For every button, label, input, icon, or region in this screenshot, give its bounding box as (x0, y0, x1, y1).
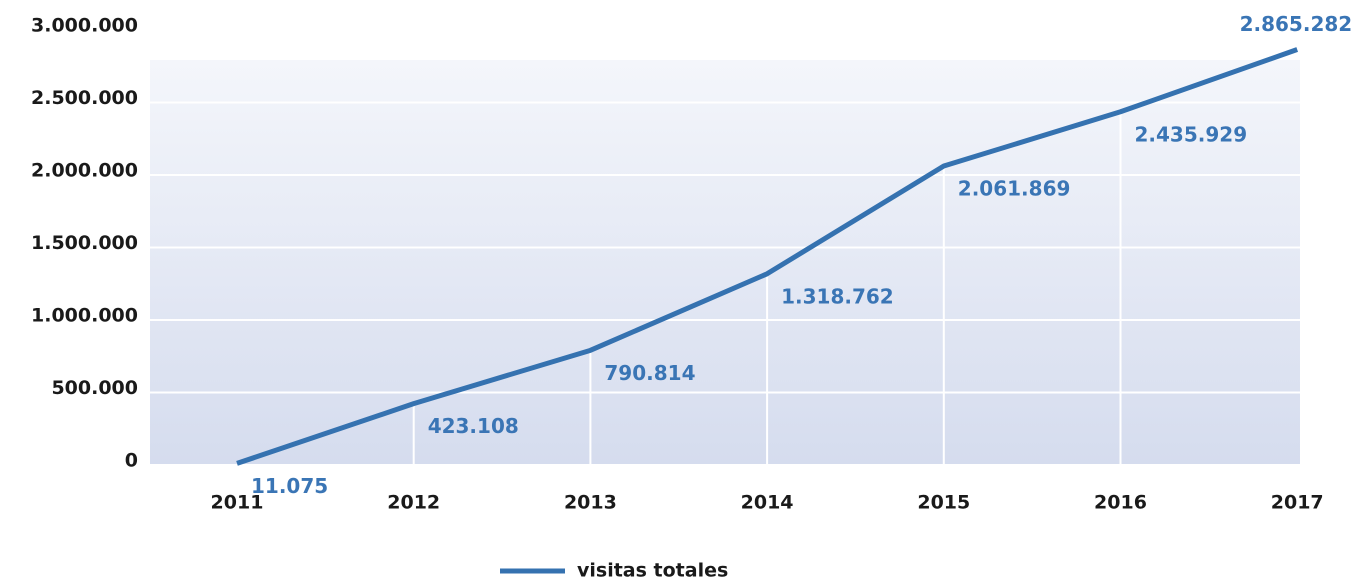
x-tick-label: 2012 (387, 492, 440, 514)
data-label: 1.318.762 (781, 284, 894, 308)
data-label: 11.075 (251, 474, 328, 498)
y-tick-label: 1.000.000 (31, 305, 138, 327)
y-tick-label: 3.000.000 (31, 15, 138, 37)
x-tick-label: 2014 (741, 492, 794, 514)
plot-background (150, 60, 1300, 465)
y-tick-label: 0 (125, 450, 138, 472)
y-tick-label: 1.500.000 (31, 232, 138, 254)
y-tick-label: 2.000.000 (31, 160, 138, 182)
y-tick-label: 2.500.000 (31, 87, 138, 109)
data-label: 2.061.869 (958, 177, 1071, 201)
x-tick-label: 2015 (917, 492, 970, 514)
x-tick-label: 2011 (211, 492, 264, 514)
y-tick-label: 500.000 (51, 377, 138, 399)
x-tick-label: 2013 (564, 492, 617, 514)
legend-label: visitas totales (577, 560, 728, 581)
data-line (236, 47, 1299, 466)
x-tick-label: 2016 (1094, 492, 1147, 514)
data-label: 2.435.929 (1135, 122, 1248, 146)
data-label: 2.865.282 (1240, 12, 1353, 36)
data-label: 423.108 (428, 414, 519, 438)
data-label: 790.814 (604, 361, 695, 385)
x-tick-label: 2017 (1271, 492, 1324, 514)
